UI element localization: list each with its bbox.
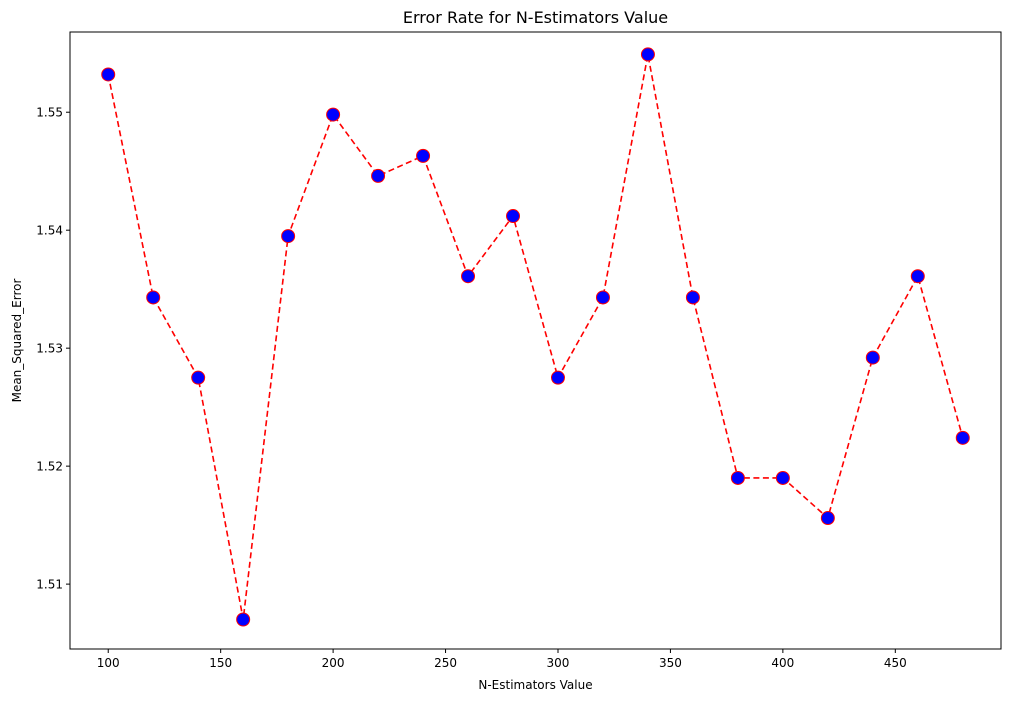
y-axis-label: Mean_Squared_Error: [10, 279, 24, 403]
chart-title: Error Rate for N-Estimators Value: [403, 8, 668, 27]
data-point: [506, 209, 521, 224]
x-tick-label: 300: [547, 656, 570, 670]
series-line: [107, 54, 964, 620]
y-tick-label: 1.51: [36, 578, 63, 592]
data-point: [371, 168, 386, 183]
data-point: [281, 229, 296, 244]
x-tick-label: 350: [659, 656, 682, 670]
data-point: [820, 511, 835, 526]
data-point: [236, 612, 251, 627]
data-point: [910, 269, 925, 284]
x-tick-label: 250: [434, 656, 457, 670]
data-point: [685, 290, 700, 305]
data-point: [326, 107, 341, 122]
x-tick-label: 400: [771, 656, 794, 670]
x-tick-label: 450: [884, 656, 907, 670]
series-markers: [101, 47, 970, 627]
data-point: [730, 470, 745, 485]
y-tick-label: 1.52: [36, 460, 63, 474]
data-point: [595, 290, 610, 305]
data-point: [101, 67, 116, 82]
data-point: [416, 148, 431, 163]
x-tick-label: 150: [209, 656, 232, 670]
y-tick-label: 1.55: [36, 106, 63, 120]
data-point: [461, 269, 476, 284]
data-point: [955, 430, 970, 445]
y-tick-label: 1.54: [36, 224, 63, 238]
plot-area: [69, 31, 1002, 650]
y-axis-ticks: 1.51 1.52 1.53 1.54 1.55: [36, 106, 70, 592]
data-point: [191, 370, 206, 385]
x-axis-label: N-Estimators Value: [478, 678, 592, 692]
data-point: [640, 47, 655, 62]
x-axis-ticks: 100 150 200 250 300 350 400 450: [97, 649, 907, 670]
data-point: [865, 350, 880, 365]
data-point: [146, 290, 161, 305]
y-tick-label: 1.53: [36, 342, 63, 356]
x-tick-label: 200: [322, 656, 345, 670]
data-point: [775, 470, 790, 485]
x-tick-label: 100: [97, 656, 120, 670]
data-point: [550, 370, 565, 385]
